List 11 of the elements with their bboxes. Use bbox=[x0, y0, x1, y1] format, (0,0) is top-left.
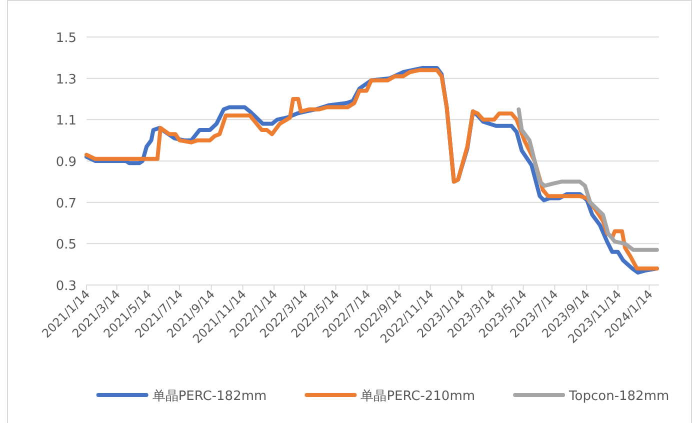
y-tick-label: 0.5 bbox=[56, 238, 76, 253]
y-tick-label: 0.9 bbox=[56, 155, 76, 170]
legend-label: 单晶PERC-210mm bbox=[360, 389, 476, 404]
y-tick-label: 1.5 bbox=[56, 31, 76, 46]
y-tick-label: 1.1 bbox=[56, 114, 76, 129]
legend-label: Topcon-182mm bbox=[568, 389, 670, 404]
line-series bbox=[516, 107, 659, 252]
y-tick-label: 0.3 bbox=[56, 279, 76, 294]
y-tick-label: 0.7 bbox=[56, 196, 76, 212]
y-tick-label: 1.3 bbox=[56, 72, 76, 88]
legend-label: 单晶PERC-182mm bbox=[152, 389, 267, 404]
